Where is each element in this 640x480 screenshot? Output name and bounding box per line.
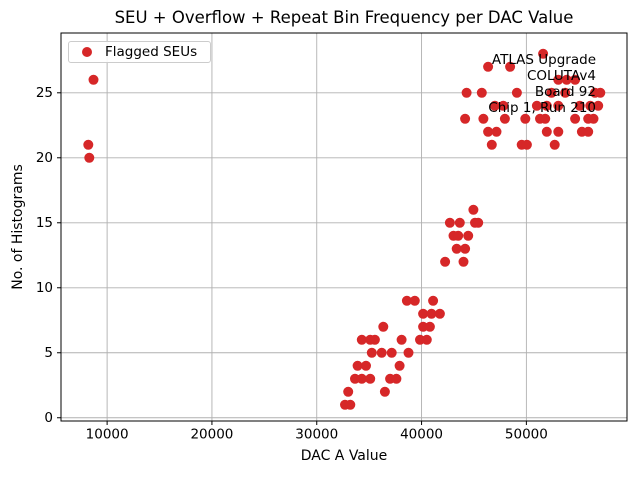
data-point xyxy=(499,113,510,124)
data-point xyxy=(505,61,516,72)
data-point xyxy=(588,113,599,124)
data-point xyxy=(585,100,596,111)
data-point xyxy=(369,334,380,345)
x-tick-label: 10000 xyxy=(86,427,129,443)
data-point xyxy=(520,113,531,124)
data-point xyxy=(540,113,551,124)
data-point xyxy=(546,87,557,98)
data-point xyxy=(491,126,502,137)
data-point xyxy=(511,87,522,98)
legend: Flagged SEUs xyxy=(68,41,211,63)
chart-title: SEU + Overflow + Repeat Bin Frequency pe… xyxy=(114,8,574,27)
data-point xyxy=(553,100,564,111)
data-point xyxy=(549,139,560,150)
data-point xyxy=(583,126,594,137)
data-point xyxy=(376,347,387,358)
data-point xyxy=(84,152,95,163)
data-point xyxy=(356,373,367,384)
data-point xyxy=(483,126,494,137)
x-tick-label: 50000 xyxy=(505,427,548,443)
x-tick-label: 40000 xyxy=(400,427,443,443)
data-point xyxy=(352,360,363,371)
data-point xyxy=(426,308,437,319)
y-tick-label: 5 xyxy=(44,345,53,361)
data-point xyxy=(486,139,497,150)
data-point xyxy=(409,295,420,306)
annotation-block: ATLAS Upgrade COLUTAv4 Board 92 Chip 1, … xyxy=(488,52,596,116)
annotation-line-3: Board 92 xyxy=(534,84,596,100)
data-point xyxy=(451,243,462,254)
data-point xyxy=(391,373,402,384)
data-point xyxy=(570,74,581,85)
data-point xyxy=(561,74,572,85)
legend-label: Flagged SEUs xyxy=(105,44,198,60)
y-tick-label: 0 xyxy=(44,410,53,426)
data-point xyxy=(461,87,472,98)
data-point xyxy=(83,139,94,150)
data-point xyxy=(418,308,429,319)
data-point xyxy=(468,204,479,215)
data-point xyxy=(458,256,469,267)
annotation-line-1: ATLAS Upgrade xyxy=(491,52,596,68)
data-point xyxy=(401,295,412,306)
data-point xyxy=(424,321,435,332)
data-point xyxy=(428,295,439,306)
data-point xyxy=(478,113,489,124)
data-point xyxy=(356,334,367,345)
x-tick-label: 30000 xyxy=(295,427,338,443)
data-point xyxy=(460,113,471,124)
data-point xyxy=(460,243,471,254)
legend-marker-icon xyxy=(82,47,92,57)
data-point xyxy=(553,126,564,137)
data-point xyxy=(498,100,509,111)
y-tick-label: 20 xyxy=(36,150,53,166)
data-point xyxy=(379,386,390,397)
data-point xyxy=(574,100,585,111)
data-point xyxy=(473,217,484,228)
annotation-line-4: Chip 1, Run 210 xyxy=(488,100,596,116)
data-point xyxy=(386,347,397,358)
data-point xyxy=(570,113,581,124)
data-point xyxy=(560,87,571,98)
data-point xyxy=(538,48,549,59)
data-point xyxy=(434,308,445,319)
y-tick-label: 15 xyxy=(36,215,53,231)
data-point xyxy=(365,373,376,384)
data-point xyxy=(345,399,356,410)
data-point xyxy=(463,230,474,241)
axes-frame xyxy=(60,32,628,422)
data-point xyxy=(489,100,500,111)
y-tick-label: 25 xyxy=(36,85,53,101)
data-point xyxy=(541,126,552,137)
data-point xyxy=(366,347,377,358)
data-point xyxy=(394,360,405,371)
data-point xyxy=(444,217,455,228)
y-axis-label: No. of Histograms xyxy=(10,164,26,290)
data-point xyxy=(454,217,465,228)
data-point xyxy=(396,334,407,345)
data-point xyxy=(378,321,389,332)
data-point xyxy=(343,386,354,397)
data-point xyxy=(361,360,371,371)
data-point xyxy=(553,74,564,85)
data-point xyxy=(593,100,604,111)
data-point xyxy=(88,74,99,85)
data-point xyxy=(421,334,432,345)
data-point xyxy=(541,100,552,111)
data-point xyxy=(531,100,542,111)
data-point xyxy=(521,139,532,150)
data-point xyxy=(453,230,464,241)
data-point xyxy=(403,347,414,358)
data-point xyxy=(483,61,494,72)
x-tick-label: 20000 xyxy=(190,427,233,443)
x-axis-label: DAC A Value xyxy=(300,448,388,464)
data-point xyxy=(595,87,606,98)
y-tick-label: 10 xyxy=(36,280,53,296)
data-point xyxy=(440,256,451,267)
annotation-line-2: COLUTAv4 xyxy=(526,68,596,84)
data-point xyxy=(476,87,487,98)
